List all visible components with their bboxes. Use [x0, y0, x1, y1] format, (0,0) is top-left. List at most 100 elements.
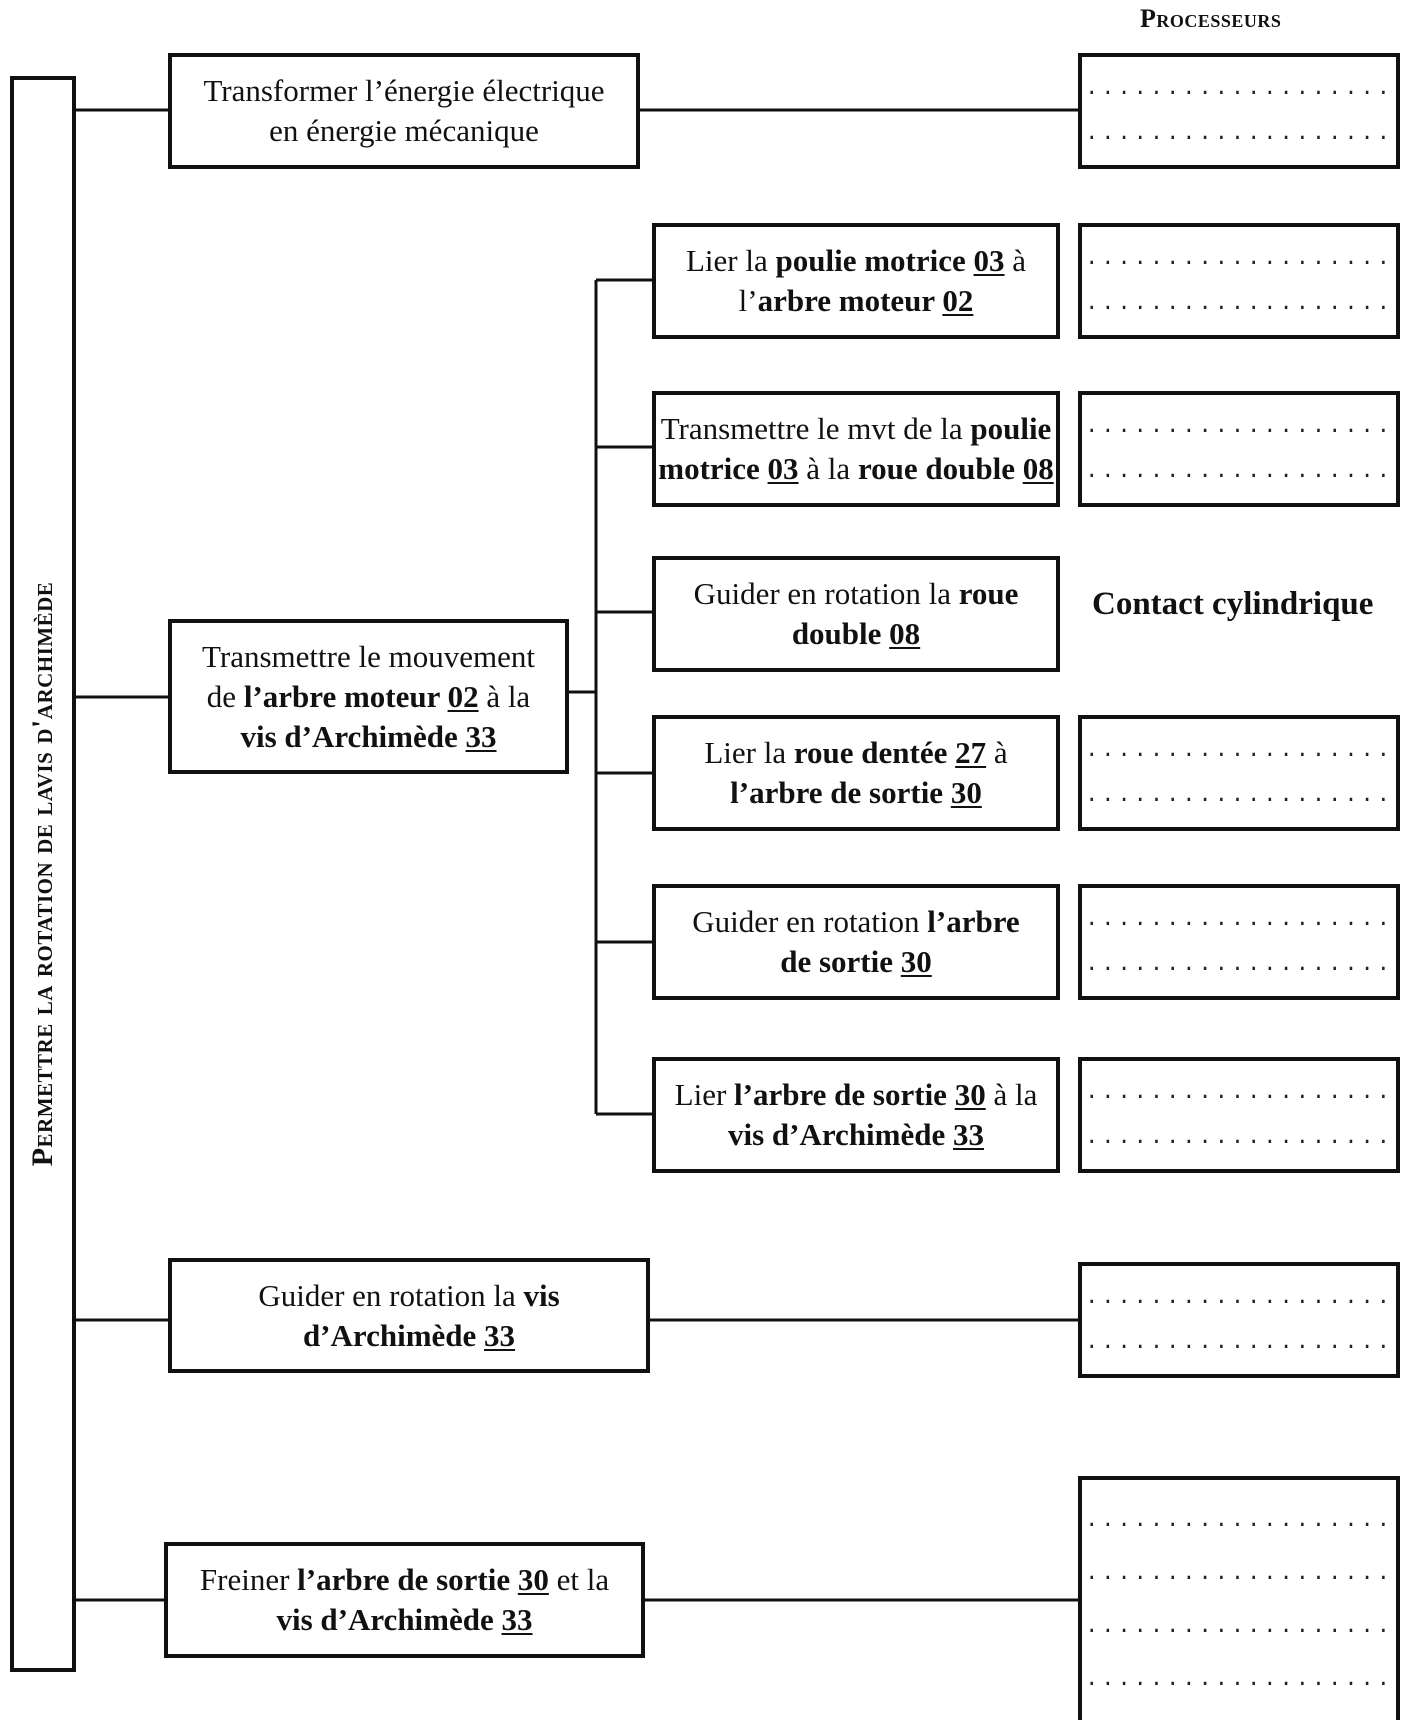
text-segment: 02: [942, 283, 974, 318]
text-segment: à la: [478, 678, 531, 714]
text-segment: vis d’Archimède: [727, 1117, 954, 1152]
box-text-line: Transmettre le mvt de la poulie: [661, 409, 1052, 449]
text-segment: Lier la: [685, 243, 776, 278]
text-segment: Freiner: [199, 1562, 298, 1597]
dotted-answer-line: ...................: [1085, 1285, 1393, 1311]
dotted-answer-line: ...................: [1085, 458, 1393, 484]
processor-box-8[interactable]: ........................................…: [1078, 1476, 1400, 1720]
text-segment: motrice: [658, 451, 768, 486]
box-text-line: l’arbre de sortie 30: [730, 773, 982, 813]
subfunction-box-guider-roue: Guider en rotation la roue double 08: [652, 556, 1060, 672]
dotted-answer-line: ...................: [1085, 1667, 1393, 1692]
text-segment: de: [206, 678, 244, 714]
function-box-guider-vis: Guider en rotation la vis d’Archimède 33: [168, 1258, 650, 1373]
text-segment: 30: [950, 775, 982, 810]
processeurs-header: Processeurs: [1140, 4, 1282, 33]
text-segment: poulie motrice: [775, 243, 974, 278]
box-text-line: double 08: [792, 614, 920, 654]
box-text-line: Guider en rotation la vis: [258, 1276, 559, 1316]
processor-box-4[interactable]: ......................................: [1078, 715, 1400, 831]
dotted-answer-line: ...................: [1085, 1508, 1393, 1533]
dotted-answer-line: ...................: [1085, 951, 1393, 977]
text-segment: vis d’Archimède: [240, 718, 466, 754]
subfunction-box-lier-poulie: Lier la poulie motrice 03 à l’arbre moteu…: [652, 223, 1060, 339]
box-text-line: vis d’Archimède 33: [728, 1115, 984, 1155]
box-text-line: Guider en rotation l’arbre: [692, 902, 1019, 942]
box-text-line: Lier l’arbre de sortie 30 à la: [675, 1075, 1038, 1115]
text-segment: roue dentée: [793, 735, 956, 770]
text-segment: l’arbre: [927, 904, 1020, 939]
text-segment: l’arbre de sortie: [734, 1077, 955, 1112]
text-segment: 30: [517, 1562, 549, 1597]
box-text-line: Transformer l’énergie électrique: [203, 71, 604, 111]
box-text-line: de sortie 30: [780, 942, 932, 982]
text-segment: Transmettre le mouvement: [202, 638, 535, 674]
dotted-answer-line: ...................: [1085, 782, 1393, 808]
dotted-answer-line: ...................: [1085, 1614, 1393, 1639]
function-box-transmettre: Transmettre le mouvement de l’arbre moteu…: [168, 619, 569, 774]
processor-box-2[interactable]: ......................................: [1078, 223, 1400, 339]
dotted-answer-line: ...................: [1085, 738, 1393, 764]
function-box-transformer: Transformer l’énergie électrique en énerg…: [168, 53, 640, 169]
text-segment: Guider en rotation: [692, 904, 928, 939]
box-text-line: vis d’Archimède 33: [276, 1600, 532, 1640]
text-segment: d’Archimède: [302, 1317, 485, 1353]
text-segment: roue: [958, 576, 1019, 611]
function-box-freiner: Freiner l’arbre de sortie 30 et la vis d’…: [164, 1542, 645, 1658]
text-segment: l’arbre moteur: [243, 678, 448, 714]
text-segment: vis d’Archimède: [276, 1602, 502, 1637]
text-segment: double: [791, 616, 890, 651]
text-segment: arbre moteur: [757, 283, 943, 318]
dotted-answer-line: ...................: [1085, 1124, 1393, 1150]
dotted-answer-line: ...................: [1085, 1329, 1393, 1355]
text-segment: à la: [985, 1077, 1038, 1112]
processor-box-1[interactable]: ......................................: [1078, 53, 1400, 169]
contact-cylindrique-label: Contact cylindrique: [1092, 586, 1374, 622]
text-segment: 33: [484, 1317, 516, 1353]
text-segment: à: [986, 735, 1008, 770]
dotted-answer-line: ...................: [1085, 290, 1393, 316]
dotted-answer-line: ...................: [1085, 1561, 1393, 1586]
box-text-line: Guider en rotation la roue: [694, 574, 1019, 614]
text-segment: roue double: [857, 451, 1023, 486]
text-segment: l’arbre de sortie: [297, 1562, 518, 1597]
text-segment: 02: [447, 678, 479, 714]
box-text-line: Transmettre le mouvement: [202, 637, 535, 677]
text-segment: 30: [900, 944, 932, 979]
box-text-line: motrice 03 à la roue double 08: [658, 449, 1053, 489]
subfunction-box-transmettre-mvt: Transmettre le mvt de la poulie motrice 0…: [652, 391, 1060, 507]
subfunction-box-lier-roue-dentee: Lier la roue dentée 27 à l’arbre de sorti…: [652, 715, 1060, 831]
text-segment: l’arbre de sortie: [730, 775, 951, 810]
text-segment: 03: [973, 243, 1005, 278]
text-segment: 27: [955, 735, 987, 770]
box-text-line: Lier la roue dentée 27 à: [704, 733, 1007, 773]
text-segment: Lier: [674, 1077, 735, 1112]
box-text-line: l’arbre moteur 02: [739, 281, 974, 321]
text-segment: et la: [548, 1562, 610, 1597]
dotted-answer-line: ...................: [1085, 414, 1393, 440]
dotted-answer-line: ...................: [1085, 1080, 1393, 1106]
box-text-line: vis d’Archimède 33: [240, 717, 496, 757]
text-segment: de sortie: [780, 944, 901, 979]
processor-box-5[interactable]: ......................................: [1078, 884, 1400, 1000]
box-text-line: Lier la poulie motrice 03 à: [686, 241, 1026, 281]
subfunction-box-guider-arbre: Guider en rotation l’arbre de sortie 30: [652, 884, 1060, 1000]
processor-box-7[interactable]: ......................................: [1078, 1262, 1400, 1378]
processor-box-3[interactable]: ......................................: [1078, 391, 1400, 507]
processor-box-6[interactable]: ......................................: [1078, 1057, 1400, 1173]
dotted-answer-line: ...................: [1085, 120, 1393, 146]
main-function-label: Permettre la rotation de lavis d'archimè…: [26, 581, 59, 1167]
dotted-answer-line: ...................: [1085, 246, 1393, 272]
text-segment: 33: [465, 718, 497, 754]
text-segment: 03: [767, 451, 799, 486]
text-segment: poulie: [970, 411, 1052, 446]
text-segment: Lier la: [704, 735, 794, 770]
text-segment: 08: [1022, 451, 1054, 486]
text-segment: Transformer l’énergie électrique: [203, 73, 605, 108]
subfunction-box-lier-arbre-vis: Lier l’arbre de sortie 30 à la vis d’Arch…: [652, 1057, 1060, 1173]
text-segment: Guider en rotation la: [693, 576, 959, 611]
text-segment: en énergie mécanique: [269, 113, 539, 148]
text-segment: 08: [889, 616, 921, 651]
